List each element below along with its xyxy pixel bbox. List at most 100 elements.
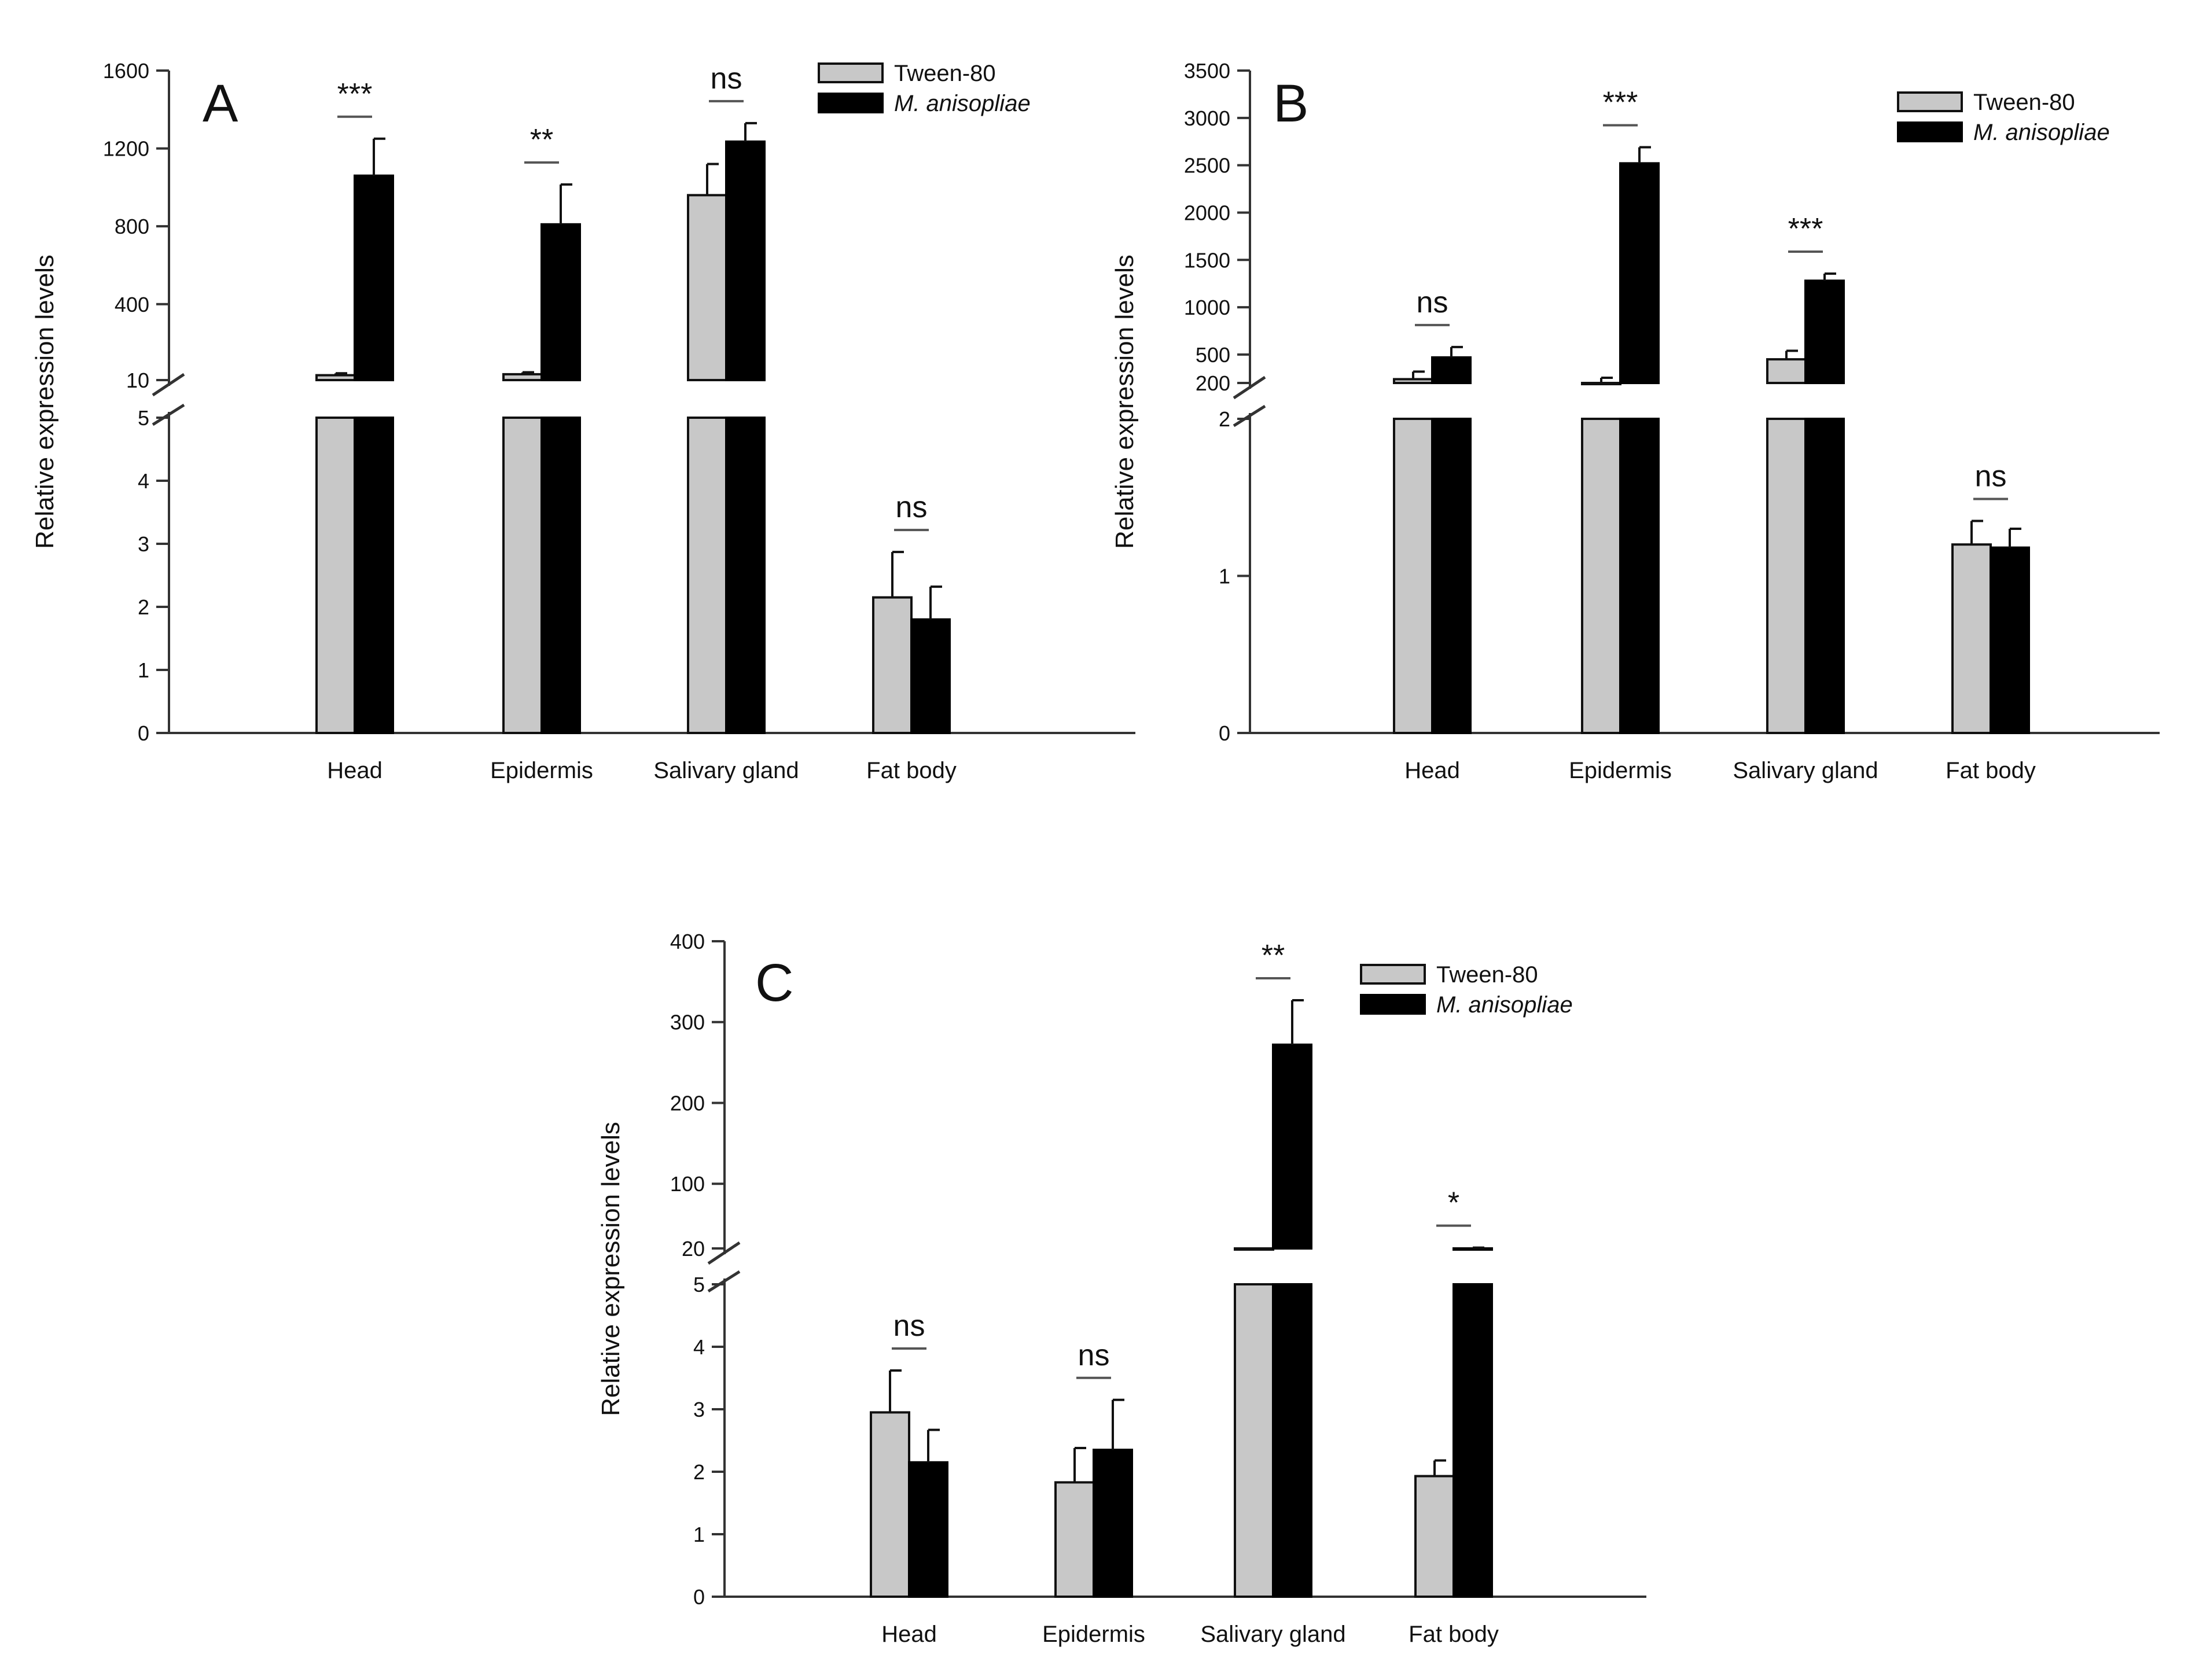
legend-swatch-tween [1360,964,1426,985]
y-tick-label: 0 [693,1585,705,1609]
bar [1272,1043,1312,1250]
axis-break-mark [1233,375,1266,400]
legend-label-ma: M. anisopliae [1436,992,1573,1018]
y-tick-label: 100 [670,1172,705,1196]
bar [910,618,951,735]
significance-label: *** [1788,212,1823,246]
y-tick-label: 200 [1196,371,1230,395]
x-category-label: Epidermis [1042,1622,1145,1647]
bar [1619,162,1660,384]
significance-label: ns [1417,286,1448,319]
x-category-label: Fat body [866,758,957,783]
y-tick-label: 3500 [1184,59,1230,83]
y-axis-label: Relative expression levels [31,255,59,549]
bar [1804,418,1845,734]
bar [354,417,394,734]
bar [687,417,727,734]
bar [540,417,581,734]
y-tick-label: 2 [693,1460,705,1484]
y-tick-label: 400 [670,930,705,953]
y-tick-label: 3 [138,532,149,556]
significance-label: ns [711,62,742,95]
bar [1272,1283,1312,1598]
y-tick-label: 0 [138,721,149,745]
y-tick-label: 3 [693,1398,705,1421]
legend-swatch-tween [1897,91,1963,112]
bar [354,174,394,381]
bar [1452,1283,1493,1598]
y-axis-label: Relative expression levels [1110,255,1139,549]
x-category-label: Salivary gland [1200,1622,1345,1647]
y-tick-label: 0 [1219,721,1230,745]
axis-break-mark [152,373,185,397]
x-category-label: Fat body [1946,758,2036,783]
bar [1581,382,1621,385]
x-category-label: Fat body [1409,1622,1499,1647]
significance-label: ** [1262,939,1285,972]
bar [315,374,356,382]
bar [315,417,356,734]
bar [1393,418,1433,734]
bar [502,373,543,381]
y-tick-label: 3000 [1184,106,1230,130]
y-tick-label: 5 [138,406,149,430]
y-tick-label: 1 [693,1523,705,1546]
panel-letter: A [203,74,238,133]
axis-break-mark [707,1270,741,1293]
y-tick-label: 800 [115,215,149,238]
bar [1054,1481,1095,1598]
significance-label: ns [896,491,928,524]
panel-a: 0 1 2 3 4 5 10 400 800 1200 1600 Relative expressio… [31,59,1135,783]
bar [1581,418,1621,734]
legend: Tween-80 M. anisopliae [1360,962,1573,1018]
y-axis-label: Relative expression levels [597,1122,625,1416]
y-tick-label: 500 [1196,343,1230,367]
y-tick-label: 1 [138,658,149,682]
panel-letter: B [1273,74,1308,133]
legend-swatch-ma [818,93,884,113]
y-tick-label: 5 [693,1273,705,1296]
x-category-label: Head [881,1622,937,1647]
legend-label-tween: Tween-80 [1436,962,1538,988]
significance-label: * [1448,1187,1459,1220]
bar [725,140,766,382]
y-tick-label: 20 [682,1237,705,1261]
bar [1393,378,1433,384]
x-category-label: Head [1404,758,1460,783]
y-tick-label: 2500 [1184,154,1230,178]
significance-label: ns [1975,459,2007,493]
bar [1990,546,2030,734]
bar [1234,1283,1274,1598]
axis-break-mark [152,403,185,426]
panel-letter: C [755,953,793,1012]
y-tick-label: 1 [1219,565,1230,588]
bar [872,596,913,735]
y-tick-label: 300 [670,1011,705,1034]
bar [908,1461,948,1598]
bar [1766,358,1807,384]
bar [1431,418,1472,734]
x-category-label: Salivary gland [653,758,799,783]
x-category-label: Salivary gland [1733,758,1878,783]
x-category-label: Head [327,758,383,783]
bar [1951,543,1992,734]
legend-swatch-ma [1897,121,1963,142]
x-category-label: Epidermis [1569,758,1672,783]
axis-break-mark [1233,404,1266,428]
bar [1619,418,1660,734]
bar [725,417,766,734]
y-tick-label: 1200 [103,137,149,161]
panel-c: 0 1 2 3 4 5 20 100 200 300 400 Relative expression … [597,930,1646,1647]
bar [1431,356,1472,384]
bar [1093,1449,1133,1598]
significance-label: ** [530,123,553,157]
legend-label-tween: Tween-80 [1973,90,2075,115]
y-tick-label: 4 [138,469,149,493]
y-tick-label: 10 [126,369,149,392]
legend-label-tween: Tween-80 [894,61,996,86]
bar [1804,279,1845,385]
significance-label: ns [1078,1339,1110,1372]
significance-label: ns [893,1309,925,1343]
significance-label: *** [1603,86,1638,120]
